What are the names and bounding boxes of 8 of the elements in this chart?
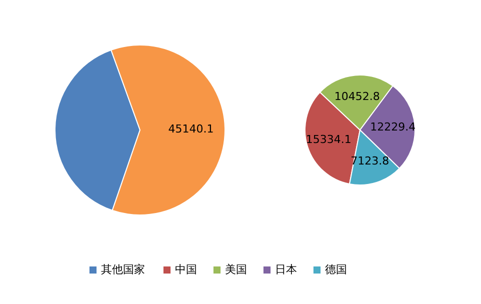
legend-label: 其他国家 (101, 263, 145, 276)
legend-label: 美国 (225, 263, 247, 276)
legend-label: 德国 (325, 263, 347, 276)
data-label: 10452.8 (334, 90, 380, 104)
legend-label: 日本 (275, 263, 297, 276)
legend-label: 中国 (175, 263, 197, 276)
data-label: 15334.1 (306, 133, 352, 146)
data-label: 45140.1 (168, 122, 214, 136)
